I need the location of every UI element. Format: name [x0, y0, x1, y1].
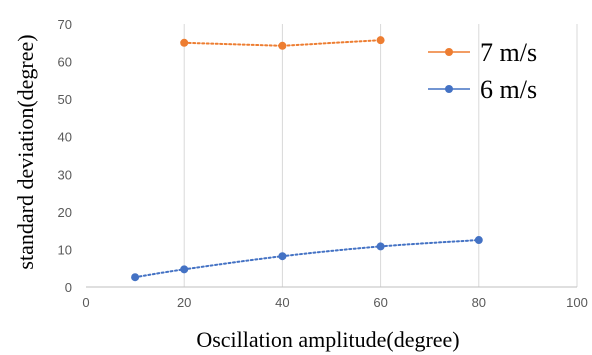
y-axis-title: standard deviation(degree): [13, 34, 38, 269]
data-point: [131, 273, 140, 282]
data-point: [278, 41, 287, 50]
ticks-layer: 0 20 40 60 80 100 0 10 20 30 40 50 60 70: [58, 17, 588, 310]
x-tick-label: 20: [177, 295, 191, 310]
y-tick-label: 0: [65, 280, 72, 295]
legend-entry: 7 m/s: [428, 38, 537, 67]
x-tick-label: 0: [82, 295, 89, 310]
legend-entry: 6 m/s: [428, 75, 537, 104]
data-point: [474, 236, 483, 245]
y-tick-label: 20: [58, 205, 72, 220]
legend-marker: [445, 48, 453, 56]
series-1: [131, 236, 483, 282]
legend: 7 m/s 6 m/s: [428, 38, 537, 104]
y-tick-label: 50: [58, 92, 72, 107]
data-point: [376, 36, 385, 45]
y-tick-label: 40: [58, 130, 72, 145]
data-point: [180, 265, 189, 274]
x-tick-label: 60: [373, 295, 387, 310]
x-tick-label: 100: [566, 295, 588, 310]
data-point: [376, 242, 385, 251]
y-tick-label: 60: [58, 55, 72, 70]
series-layer: [131, 36, 483, 282]
data-point: [278, 252, 287, 261]
legend-marker: [445, 85, 453, 93]
legend-label: 7 m/s: [480, 38, 537, 67]
y-tick-label: 30: [58, 167, 72, 182]
data-point: [180, 38, 189, 47]
x-tick-label: 40: [275, 295, 289, 310]
x-tick-label: 80: [472, 295, 486, 310]
y-tick-label: 70: [58, 17, 72, 32]
series-0: [180, 36, 385, 50]
x-axis-title: Oscillation amplitude(degree): [196, 327, 459, 352]
y-tick-label: 10: [58, 242, 72, 257]
legend-label: 6 m/s: [480, 75, 537, 104]
